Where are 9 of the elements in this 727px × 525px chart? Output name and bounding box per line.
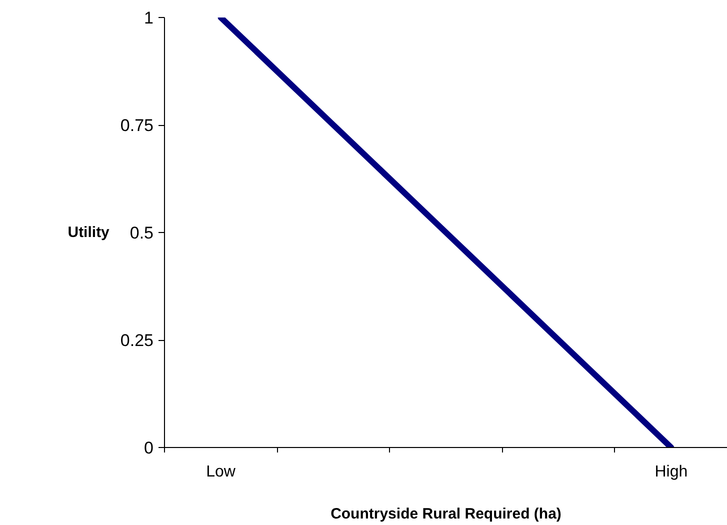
y-tick-label: 0.25 (120, 331, 154, 350)
y-axis-title: Utility (68, 224, 110, 241)
y-tick-label: 0 (144, 438, 154, 458)
y-tick-label: 1 (144, 8, 154, 28)
x-axis-title: Countryside Rural Required (ha) (330, 506, 562, 522)
y-tick-label: 0.5 (130, 224, 154, 242)
x-tick-label: High (654, 464, 688, 480)
x-tick-label: Low (206, 464, 236, 480)
y-tick-label: 0.75 (120, 116, 154, 135)
